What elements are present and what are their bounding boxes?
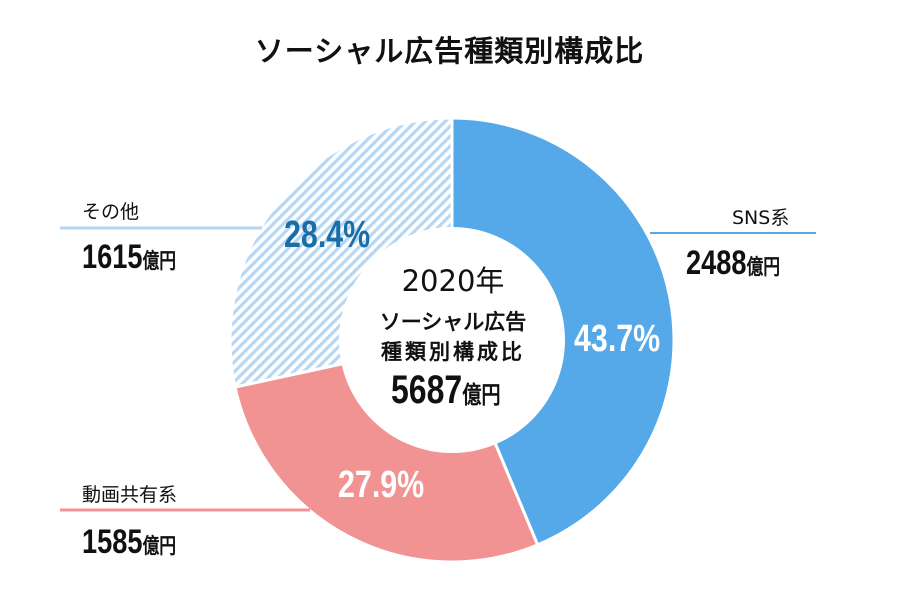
amount-unit: 億円: [746, 255, 781, 279]
donut-hole: [339, 227, 565, 453]
chart-title: ソーシャル広告種類別構成比: [254, 34, 645, 68]
center-total-unit: 億円: [462, 381, 501, 409]
amount-unit: 億円: [142, 534, 177, 558]
amount-value: 1585: [82, 523, 143, 561]
amount-value: 2488: [686, 244, 747, 282]
slice-percent-video: 27.9%: [338, 464, 425, 506]
amount-unit: 億円: [142, 249, 177, 273]
legend-amount-video: 1585億円: [82, 523, 176, 562]
center-line1: ソーシャル広告: [379, 310, 527, 334]
legend-label-video: 動画共有系: [82, 484, 178, 506]
slice-percent-other: 28.4%: [284, 214, 371, 256]
center-year: 2020年: [401, 264, 505, 298]
amount-value: 1615: [82, 238, 143, 276]
slice-percent-sns: 43.7%: [574, 318, 661, 360]
legend-label-other: その他: [82, 201, 140, 223]
center-line2: 種類別構成比: [381, 340, 525, 364]
legend-label-sns: SNS系: [732, 207, 790, 229]
legend-amount-sns: 2488億円: [686, 244, 780, 283]
center-total-value: 5687: [391, 368, 463, 412]
center-total: 5687億円: [391, 368, 501, 413]
legend-amount-other: 1615億円: [82, 238, 176, 277]
